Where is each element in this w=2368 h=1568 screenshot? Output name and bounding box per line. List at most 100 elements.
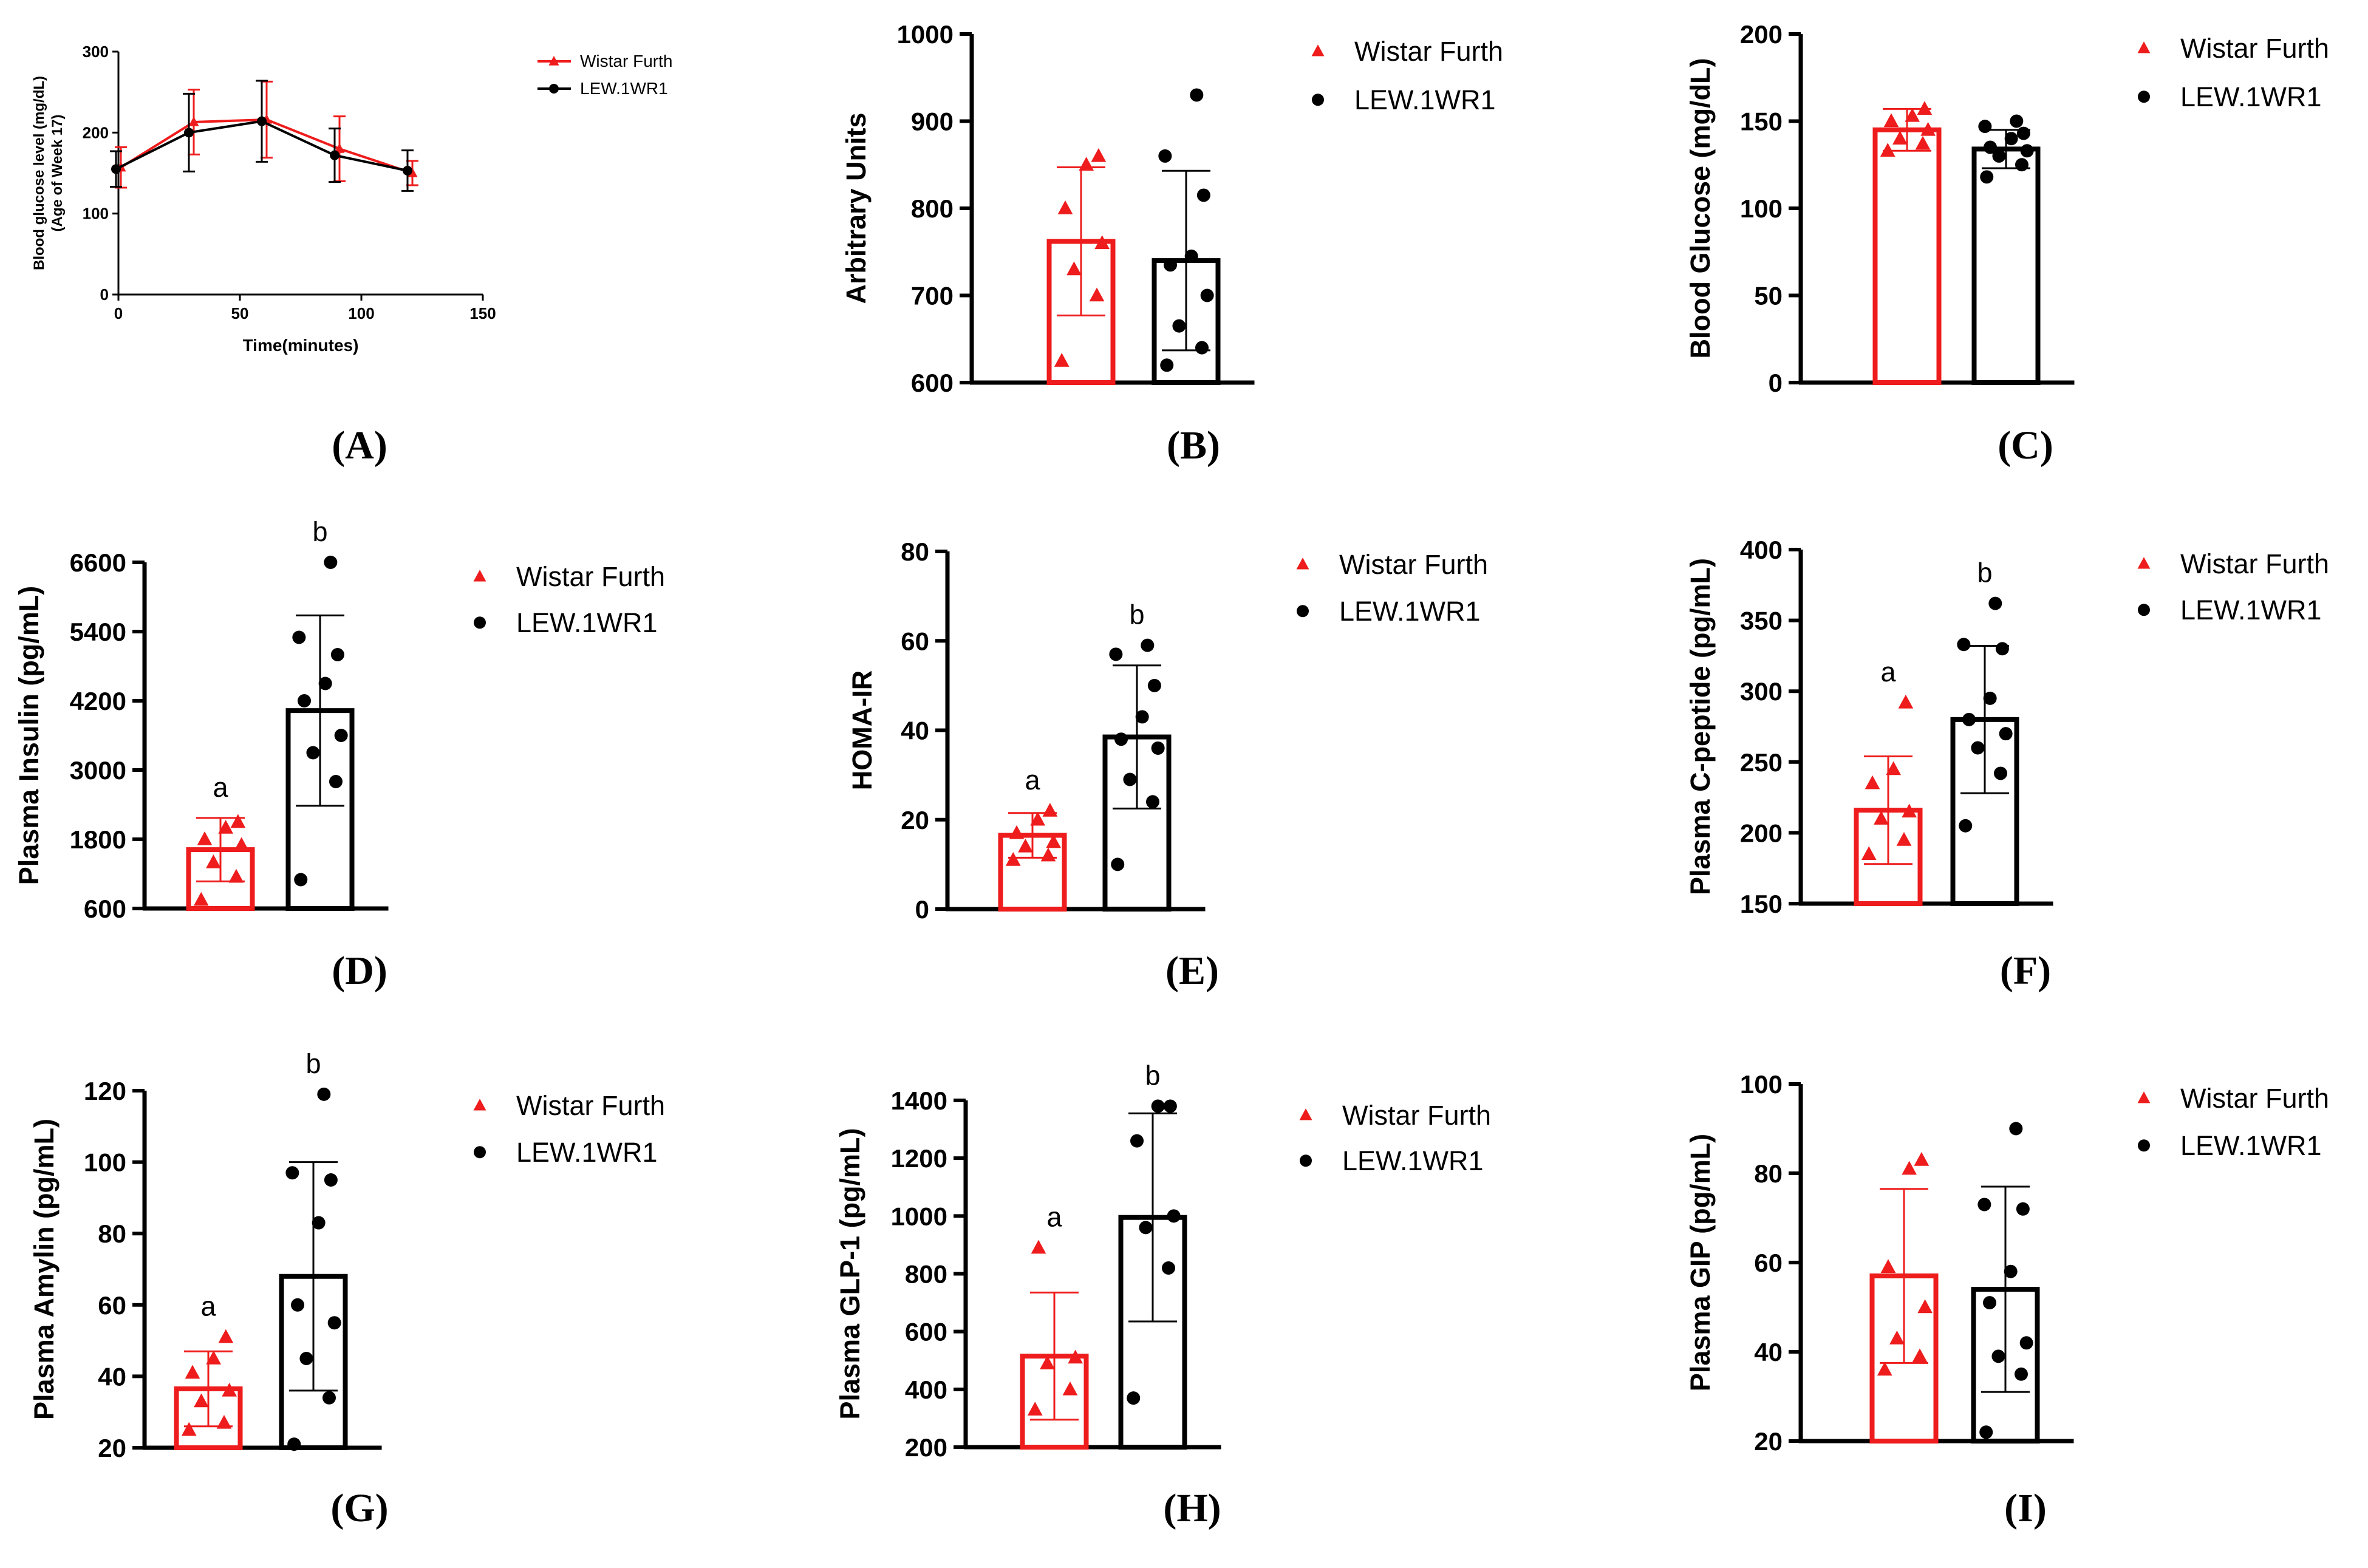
panel-h-legend-wistar-marker — [1299, 1108, 1312, 1120]
panel-f-point-wistar — [1874, 811, 1889, 825]
panel-e: 0 20 40 60 80 HOMA-IR a b Wistar Furth LEW.1WR1 (E… — [847, 537, 1488, 993]
panel-g-point-wistar — [181, 1422, 197, 1436]
panel-h: 200 400 600 800 1000 1200 1400 Plasma GLP-1 (pg… — [834, 1060, 1491, 1530]
panel-b-point-lew — [1200, 288, 1214, 302]
panel-f-point-wistar — [1896, 832, 1912, 846]
panel-b-legend-lew-marker — [1312, 94, 1324, 106]
panel-e-point-lew — [1151, 741, 1165, 755]
panel-d-y-tick-label: 4200 — [70, 687, 126, 715]
panel-i-point-lew — [1983, 1296, 1997, 1310]
panel-a-x-tick-label: 0 — [114, 304, 123, 322]
panel-a-y-tick-label: 200 — [83, 123, 109, 141]
panel-g-point-lew — [322, 1391, 336, 1405]
panel-h-point-lew — [1139, 1221, 1153, 1235]
panel-c-point-lew — [1984, 140, 1998, 154]
panel-c-point-wistar — [1880, 143, 1895, 157]
panel-b-legend-wistar-label: Wistar Furth — [1354, 36, 1503, 67]
panel-e-point-lew — [1114, 732, 1128, 746]
panel-i-y-tick-label: 60 — [1754, 1249, 1783, 1277]
panel-b-point-lew — [1164, 258, 1178, 272]
panel-i-panel-label: (I) — [2004, 1486, 2047, 1530]
panel-a-point-lew — [330, 150, 340, 160]
panel-h-y-tick-label: 1200 — [891, 1144, 947, 1173]
panel-h-y-tick-label: 1400 — [891, 1086, 947, 1115]
panel-d-sig-lew: b — [312, 516, 327, 547]
panel-a-y-tick-label: 300 — [83, 43, 109, 61]
panel-a-y-tick-label: 0 — [100, 285, 109, 304]
panel-c-legend-wistar-marker — [2137, 41, 2151, 53]
panel-i-y-tick-label: 20 — [1754, 1427, 1783, 1456]
panel-f-point-lew — [1959, 819, 1973, 833]
panel-c-legend-lew-marker — [2138, 90, 2150, 103]
panel-b-y-tick-label: 600 — [911, 369, 954, 397]
panel-i-y-tick-label: 80 — [1754, 1159, 1783, 1188]
panel-h-point-lew — [1130, 1134, 1144, 1148]
panel-c-y-tick-label: 50 — [1754, 282, 1783, 310]
panel-c-bar-wistar — [1872, 127, 1942, 385]
panel-i-point-lew — [1979, 1425, 1993, 1439]
panel-d-point-wistar — [197, 831, 213, 845]
panel-d: 600 1800 3000 4200 5400 6600 Plasma Insulin (p… — [13, 516, 665, 993]
panel-h-y-tick-label: 400 — [905, 1375, 947, 1404]
panel-d-point-lew — [292, 630, 306, 644]
panel-g-point-lew — [291, 1298, 305, 1312]
panel-a: 0 100 200 300 0 50 100 150 Time(minutes) Blood gl… — [31, 43, 672, 468]
panel-f-point-lew — [1962, 712, 1976, 726]
panel-d-point-wistar — [234, 837, 249, 851]
panel-g-point-wistar — [216, 1414, 232, 1429]
panel-a-x-tick-label: 150 — [469, 304, 496, 322]
panel-c-panel-label: (C) — [1998, 423, 2053, 468]
panel-c-point-wistar — [1920, 121, 1936, 136]
panel-e-y-tick-label: 60 — [901, 627, 929, 655]
panel-c-point-lew — [2004, 132, 2018, 146]
panel-g-point-wistar — [194, 1393, 209, 1408]
panel-g-y-tick-label: 60 — [98, 1291, 126, 1320]
panel-i-y-tick-label: 100 — [1740, 1070, 1783, 1099]
panel-i-point-lew — [2009, 1122, 2023, 1136]
panel-d-point-lew — [306, 746, 320, 760]
panel-e-sig-wistar: a — [1025, 765, 1040, 796]
panel-f-y-tick-label: 250 — [1740, 748, 1783, 777]
panel-e-point-wistar — [1042, 803, 1058, 817]
panel-b-y-tick-label: 1000 — [897, 20, 954, 49]
panel-b-point-lew — [1184, 249, 1198, 263]
panel-h-y-axis-label: Plasma GLP-1 (pg/mL) — [834, 1128, 865, 1419]
panel-f-legend-lew-marker — [2138, 604, 2150, 616]
panel-f-legend-wistar-label: Wistar Furth — [2180, 548, 2329, 579]
panel-g-point-wistar — [206, 1351, 222, 1365]
panel-g-point-lew — [324, 1173, 338, 1187]
panel-a-x-axis-label: Time(minutes) — [243, 336, 359, 355]
panel-f-point-lew — [1995, 642, 2009, 656]
panel-i-legend-wistar-label: Wistar Furth — [2180, 1083, 2329, 1114]
panel-c-point-wistar — [1892, 131, 1908, 145]
panel-f-y-axis-label: Plasma C-peptide (pg/mL) — [1685, 558, 1716, 895]
panel-b-point-lew — [1158, 149, 1172, 163]
panel-e-point-lew — [1147, 678, 1161, 692]
panel-i-point-wistar — [1912, 1348, 1928, 1363]
panel-c-point-wistar — [1915, 135, 1931, 150]
panel-e-y-tick-label: 80 — [901, 537, 929, 566]
panel-f-y-tick-label: 200 — [1740, 819, 1783, 847]
panel-f-point-lew — [1971, 741, 1985, 755]
panel-c-point-lew — [1980, 170, 1994, 184]
panel-e-point-wistar — [1005, 852, 1021, 866]
panel-e-point-lew — [1111, 857, 1125, 871]
panel-a-point-wistar — [334, 143, 345, 153]
panel-e-point-wistar — [1040, 847, 1056, 862]
panel-e-legend-wistar-marker — [1296, 557, 1309, 570]
panel-e-point-lew — [1145, 795, 1159, 809]
panel-h-point-lew — [1163, 1099, 1177, 1113]
panel-d-legend-lew-marker — [474, 616, 486, 629]
panel-d-legend-lew-label: LEW.1WR1 — [516, 607, 658, 638]
panel-i-y-tick-label: 40 — [1754, 1338, 1783, 1366]
panel-d-point-lew — [324, 556, 338, 569]
panel-i-point-lew — [2014, 1367, 2028, 1381]
panel-f-y-tick-label: 150 — [1740, 890, 1783, 918]
panel-d-panel-label: (D) — [332, 949, 387, 993]
panel-i-point-lew — [1991, 1349, 2005, 1363]
panel-e-point-lew — [1141, 638, 1155, 652]
panel-b-point-wistar — [1066, 261, 1082, 276]
panel-a-point-lew — [184, 128, 194, 138]
panel-c-point-lew — [1978, 120, 1992, 134]
panel-d-sig-wistar: a — [213, 772, 228, 803]
